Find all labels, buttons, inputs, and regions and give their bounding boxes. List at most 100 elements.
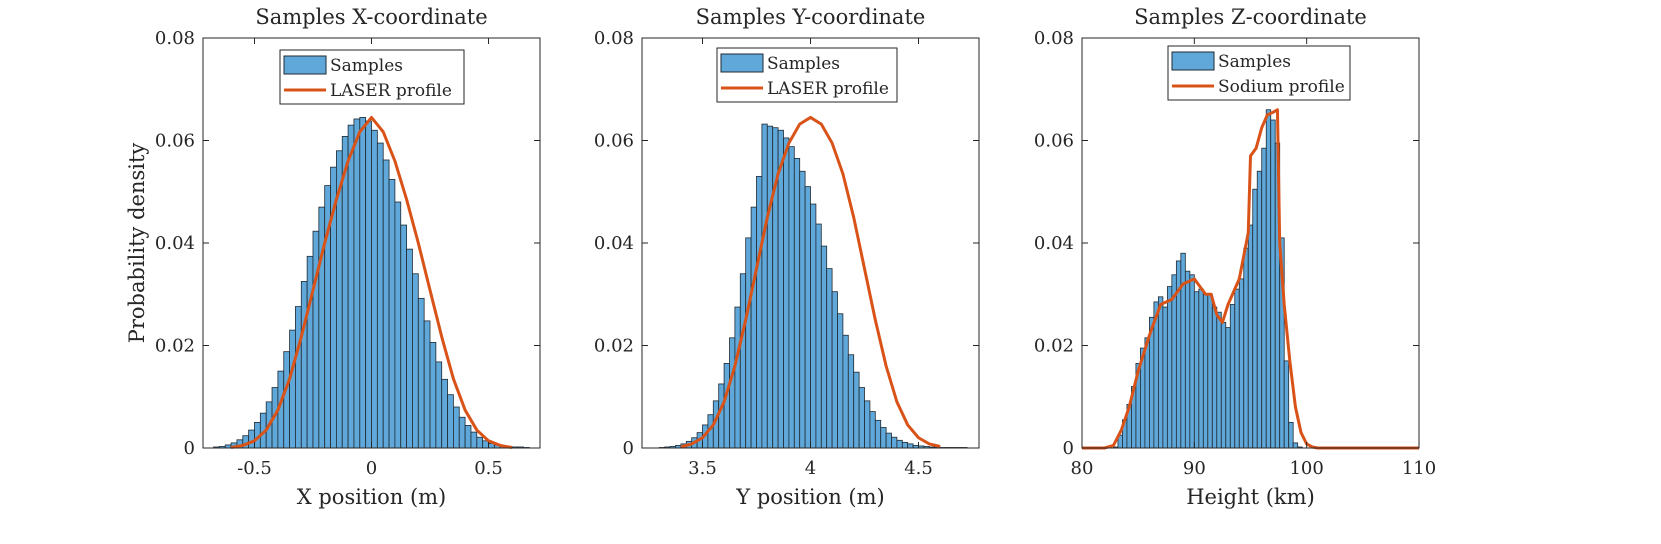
histogram-bar (353, 118, 361, 449)
histogram-bar (842, 334, 849, 449)
histogram-bar (734, 306, 741, 449)
histogram-bar (1234, 288, 1240, 449)
histogram-bar (300, 281, 308, 449)
y-tick-label: 0 (623, 438, 634, 459)
legend-entry-label: Samples (767, 54, 840, 74)
histogram-bar (1220, 322, 1227, 449)
histogram-bar (283, 351, 290, 449)
histogram-bar (766, 125, 774, 449)
chart-panel-x-coordinate: Samples X-coordinate X position (m) Prob… (125, 5, 541, 509)
histogram-bar (1211, 306, 1218, 449)
histogram-bar (458, 416, 466, 449)
histogram-bar (382, 159, 390, 449)
histogram-bar (1184, 270, 1191, 449)
legend-entry-label: LASER profile (330, 81, 452, 101)
histogram-bar (820, 245, 828, 449)
histogram-bar (412, 273, 419, 449)
histogram-bar (347, 124, 355, 449)
histogram-bar (885, 432, 892, 449)
histogram-bar (312, 230, 320, 449)
y-tick-label: 0.02 (594, 336, 634, 357)
histogram-bar (394, 201, 402, 449)
y-tick-label: 0.04 (594, 233, 634, 254)
histogram-bar (1144, 337, 1150, 449)
histogram-bar (1157, 296, 1164, 449)
histogram-bar (788, 146, 795, 449)
x-axis-label: X position (m) (297, 485, 447, 509)
legend-entry-label: Samples (330, 56, 403, 76)
histogram-bar (464, 425, 472, 449)
histogram-bar (1202, 293, 1209, 449)
series-line-laser-profile (230, 115, 513, 449)
histogram-bar (799, 170, 806, 449)
x-tick-label: 90 (1183, 458, 1206, 479)
chart-panel-z-coordinate: Samples Z-coordinate Height (km) 80 90 100… (1034, 5, 1436, 509)
y-tick-label: 0 (184, 438, 195, 459)
y-ticks: 0 0.02 0.04 0.06 0.08 (155, 28, 540, 459)
histogram-bar (1261, 147, 1267, 449)
y-tick-label: 0.06 (594, 131, 634, 152)
histogram-bar (289, 329, 296, 449)
histogram-bar (423, 320, 431, 449)
histogram-bar (295, 306, 302, 449)
histogram-bar (1225, 327, 1231, 449)
histogram-bar (406, 248, 413, 449)
x-tick-label: 100 (1289, 458, 1323, 479)
series-line-laser-profile (680, 115, 941, 449)
legend-entry-label: LASER profile (767, 79, 889, 99)
histogram-bar (901, 441, 909, 449)
histogram-bar (365, 120, 372, 449)
histogram-bar (745, 237, 752, 449)
legend-box (279, 49, 465, 105)
y-tick-label: 0.08 (1034, 28, 1074, 49)
histogram-bars (1113, 109, 1303, 449)
legend-swatch-samples (720, 53, 764, 73)
y-tick-label: 0.08 (594, 28, 634, 49)
histogram-bar (1162, 306, 1168, 449)
histogram-bar (1171, 274, 1177, 449)
histogram-bar (248, 429, 255, 449)
histogram-bar (761, 123, 768, 449)
x-tick-label: -0.5 (237, 458, 272, 479)
histogram-bar (376, 142, 384, 449)
histogram-bar (441, 378, 448, 449)
histogram-bar (739, 273, 747, 449)
histogram-bar (1288, 421, 1294, 449)
y-tick-label: 0.02 (155, 336, 195, 357)
histogram-bar (847, 354, 855, 449)
x-tick-label: 4 (805, 458, 816, 479)
histogram-bar (858, 387, 865, 449)
x-axis-label: Y position (m) (735, 485, 884, 509)
legend-entry-label: Sodium profile (1218, 77, 1345, 97)
histogram-bar (896, 439, 903, 449)
chart-title: Samples X-coordinate (255, 5, 487, 29)
histogram-bar (793, 158, 801, 449)
y-tick-label: 0.08 (155, 28, 195, 49)
histogram-bar (1198, 288, 1204, 449)
x-ticks: 3.5 4 4.5 (688, 38, 933, 479)
histogram-bar (1189, 274, 1195, 449)
histogram-bar (1238, 278, 1245, 449)
histogram-bar (756, 175, 763, 449)
histogram-bar (810, 203, 817, 449)
chart-title: Samples Z-coordinate (1134, 5, 1367, 29)
histogram-bar (1243, 247, 1249, 449)
legend-swatch-samples (283, 55, 327, 75)
histogram-bar (371, 129, 378, 449)
histogram-bar (476, 436, 484, 449)
legend: Samples LASER profile (716, 47, 898, 103)
histogram-bar (453, 406, 460, 449)
histogram-bar (470, 431, 478, 449)
x-ticks: 80 90 100 110 (1071, 38, 1436, 479)
histogram-bar (1216, 311, 1222, 449)
histogram-bar (1207, 293, 1213, 449)
x-ticks: -0.5 0 0.5 (237, 38, 503, 479)
y-tick-label: 0.04 (1034, 233, 1074, 254)
histogram-bar (729, 337, 736, 449)
histogram-bar (1270, 119, 1276, 449)
chart-panel-y-coordinate: Samples Y-coordinate Y position (m) 3.5 4… (594, 5, 980, 509)
histogram-bar (826, 268, 833, 449)
histogram-bars (213, 117, 530, 449)
histogram-bar (869, 411, 876, 449)
